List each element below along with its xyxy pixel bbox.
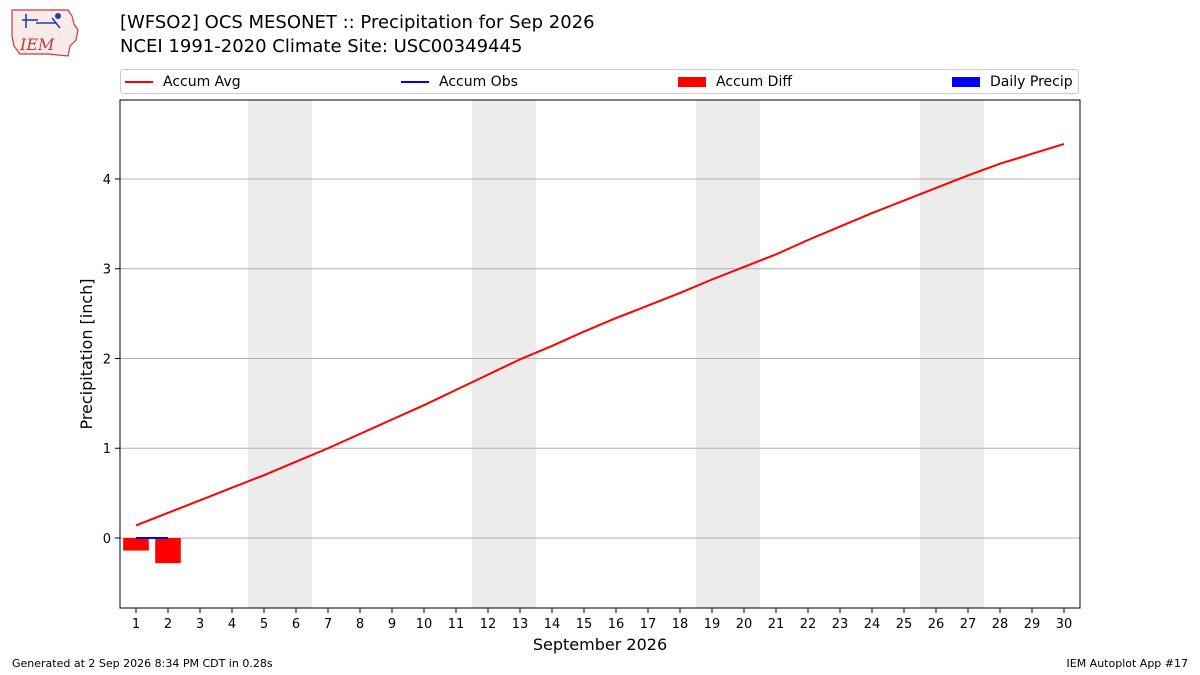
- x-tick-label-29: 29: [1024, 617, 1041, 632]
- chart-subtitle: NCEI 1991-2020 Climate Site: USC00349445: [120, 36, 523, 57]
- x-tick-label-17: 17: [640, 617, 657, 632]
- x-tick-label-1: 1: [132, 617, 140, 632]
- x-tick-label-25: 25: [896, 617, 913, 632]
- x-tick-label-30: 30: [1056, 617, 1073, 632]
- legend-label-accum-avg: Accum Avg: [163, 74, 241, 90]
- legend-label-accum-obs: Accum Obs: [439, 74, 518, 90]
- iem-logo: IEM: [11, 9, 79, 57]
- legend-label-daily-precip: Daily Precip: [990, 74, 1073, 90]
- legend-item-accum-obs: Accum Obs: [401, 73, 518, 91]
- x-tick-label-2: 2: [164, 617, 172, 632]
- x-tick-label-26: 26: [928, 617, 945, 632]
- logo-text: IEM: [19, 35, 55, 54]
- legend: Accum Avg Accum Obs Accum Diff Daily Pre…: [120, 69, 1079, 94]
- generated-footer: Generated at 2 Sep 2026 8:34 PM CDT in 0…: [12, 657, 273, 670]
- x-tick-label-21: 21: [768, 617, 785, 632]
- legend-swatch-accum-obs: [401, 81, 429, 83]
- chart-title: [WFSO2] OCS MESONET :: Precipitation for…: [120, 12, 595, 33]
- accum-diff-bar-1: [123, 537, 149, 551]
- x-tick-label-11: 11: [448, 617, 465, 632]
- x-tick-label-10: 10: [416, 617, 433, 632]
- y-tick-label-2: 2: [103, 352, 111, 367]
- weekend-band-4: [920, 100, 984, 608]
- x-tick-label-22: 22: [800, 617, 817, 632]
- x-tick-label-23: 23: [832, 617, 849, 632]
- weekend-band-3: [696, 100, 760, 608]
- legend-item-accum-diff: Accum Diff: [678, 73, 792, 91]
- weekend-band-1: [248, 100, 312, 608]
- legend-swatch-accum-avg: [125, 81, 153, 83]
- x-tick-label-28: 28: [992, 617, 1009, 632]
- accum-diff-bar-2: [155, 537, 181, 564]
- x-axis-label: September 2026: [533, 635, 667, 654]
- y-axis-label: Precipitation [inch]: [77, 278, 96, 429]
- y-tick-label-1: 1: [103, 442, 111, 457]
- x-tick-label-3: 3: [196, 617, 204, 632]
- x-tick-label-16: 16: [608, 617, 625, 632]
- x-tick-label-7: 7: [324, 617, 332, 632]
- x-tick-label-8: 8: [356, 617, 364, 632]
- x-tick-label-27: 27: [960, 617, 977, 632]
- weekend-band-2: [472, 100, 536, 608]
- y-tick-label-3: 3: [103, 263, 111, 278]
- legend-swatch-accum-diff: [678, 77, 706, 87]
- x-tick-label-24: 24: [864, 617, 881, 632]
- x-tick-label-4: 4: [228, 617, 236, 632]
- x-tick-label-20: 20: [736, 617, 753, 632]
- legend-item-accum-avg: Accum Avg: [125, 73, 241, 91]
- x-tick-label-6: 6: [292, 617, 300, 632]
- y-tick-label-0: 0: [103, 532, 111, 547]
- x-tick-label-13: 13: [512, 617, 529, 632]
- accum-avg-line: [135, 143, 1065, 527]
- app-footer: IEM Autoplot App #17: [1066, 657, 1189, 670]
- x-tick-label-5: 5: [260, 617, 268, 632]
- legend-item-daily-precip: Daily Precip: [952, 73, 1073, 91]
- x-tick-label-9: 9: [388, 617, 396, 632]
- x-tick-label-14: 14: [544, 617, 561, 632]
- legend-swatch-daily-precip: [952, 77, 980, 87]
- x-tick-label-18: 18: [672, 617, 689, 632]
- x-tick-label-19: 19: [704, 617, 721, 632]
- y-tick-label-4: 4: [103, 173, 111, 188]
- legend-label-accum-diff: Accum Diff: [716, 74, 793, 90]
- x-tick-label-15: 15: [576, 617, 593, 632]
- x-tick-label-12: 12: [480, 617, 497, 632]
- plot-frame: [119, 99, 1081, 609]
